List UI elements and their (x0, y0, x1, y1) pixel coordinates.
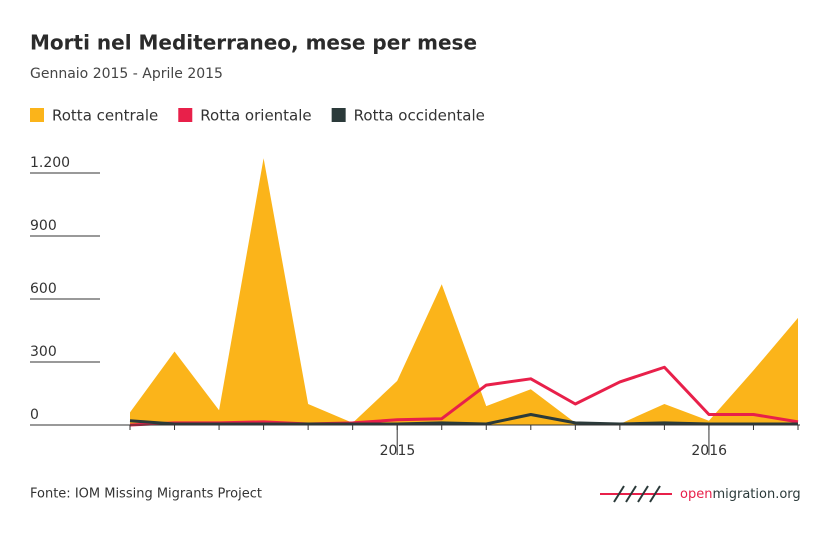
source: Fonte: IOM Missing Migrants Project (30, 487, 262, 502)
y-tick-label: 1.200 (30, 155, 70, 171)
area (130, 158, 798, 426)
line (129, 365, 799, 427)
logo-icon (600, 485, 672, 503)
legend-label: Rotta centrale (52, 107, 158, 125)
logo-prefix: open (680, 487, 712, 502)
x-tick-label: 2016 (691, 443, 727, 459)
chart-title: Morti nel Mediterraneo, mese per mese (30, 31, 477, 55)
logo: openmigration.org (680, 487, 801, 502)
legend-swatch (30, 108, 44, 122)
legend-swatch (331, 108, 346, 122)
line (129, 413, 798, 426)
legend-label: Rotta occidentale (354, 107, 485, 125)
y-tick-label: 900 (30, 218, 57, 234)
y-tick-label: 600 (30, 281, 57, 297)
x-tick-label: 2015 (380, 443, 416, 459)
y-tick-label: 0 (30, 407, 39, 423)
chart-subtitle: Gennaio 2015 - Aprile 2015 (30, 66, 223, 82)
logo-suffix: migration.org (712, 487, 800, 502)
y-tick-label: 300 (30, 344, 57, 360)
legend-swatch (178, 108, 193, 122)
legend-label: Rotta orientale (200, 107, 311, 125)
